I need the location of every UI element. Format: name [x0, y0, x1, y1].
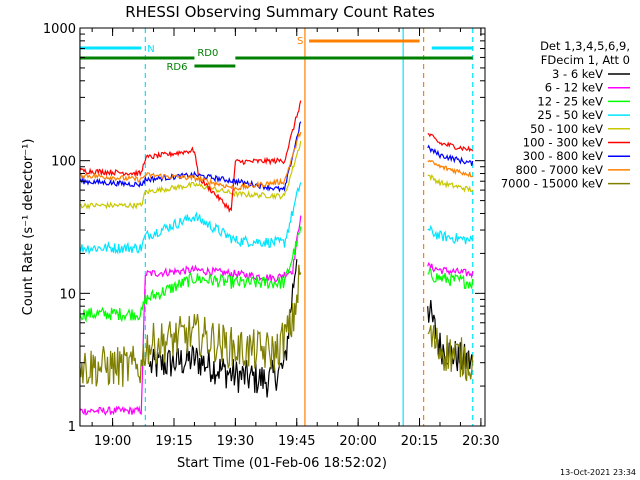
legend-label-2: 6 - 12 keV: [545, 81, 603, 95]
timestamp: 13-Oct-2021 23:34: [560, 468, 636, 477]
series-line-3: [79, 226, 474, 323]
y-tick-label-4: 1000: [43, 22, 76, 37]
x-tick-label-4: 19:45: [278, 434, 315, 449]
legend-label-7: 300 - 800 keV: [523, 149, 603, 163]
flag-label-s: S: [297, 36, 303, 47]
legend-label-8: 800 - 7000 keV: [515, 163, 603, 177]
legend-label-5: 50 - 100 keV: [530, 122, 603, 136]
legend-label-3: 12 - 25 keV: [537, 94, 603, 108]
series-line-4: [79, 182, 474, 255]
chart-title: RHESSI Observing Summary Count Rates: [125, 3, 435, 21]
x-tick-label-1: 19:00: [94, 434, 131, 449]
legend-header-line-2: FDecim 1, Att 0: [541, 53, 630, 67]
legend-label-4: 25 - 50 keV: [537, 108, 603, 122]
series-line-9: [79, 264, 474, 387]
x-tick-label-7: 20:30: [462, 434, 499, 449]
legend-label-6: 100 - 300 keV: [523, 136, 603, 150]
x-axis-label: Start Time (01-Feb-06 18:52:02): [177, 456, 387, 471]
y-tick-label-1: 1: [68, 420, 76, 435]
x-axis: 19:00 19:15 19:30 19:45 20:00 20:15 20:30: [91, 28, 500, 449]
series-line-2: [79, 215, 474, 416]
y-tick-label-3: 100: [51, 155, 76, 170]
legend-label-1: 3 - 6 keV: [552, 67, 603, 81]
plot-frame: [79, 27, 486, 427]
x-tick-label-2: 19:15: [155, 434, 192, 449]
x-tick-label-3: 19:30: [217, 434, 254, 449]
y-axis-label: Count Rate (s⁻¹ detector⁻¹): [21, 139, 36, 316]
legend-label-9: 7000 - 15000 keV: [501, 177, 603, 191]
plot-area: N RD0 RD6 S: [79, 28, 474, 426]
x-tick-label-6: 20:15: [401, 434, 438, 449]
flag-label-rd6: RD6: [166, 62, 187, 73]
flag-label-rd0: RD0: [197, 48, 218, 59]
flag-label-n: N: [147, 44, 154, 55]
x-tick-label-5: 20:00: [339, 434, 376, 449]
series-line-8: [79, 131, 474, 193]
legend-header-line-1: Det 1,3,4,5,6,9,: [540, 39, 630, 53]
y-axis: 1 10 100 1000: [43, 22, 485, 435]
y-tick-label-2: 10: [59, 287, 76, 302]
series-line-6: [79, 100, 474, 213]
series-line-5: [79, 140, 474, 210]
